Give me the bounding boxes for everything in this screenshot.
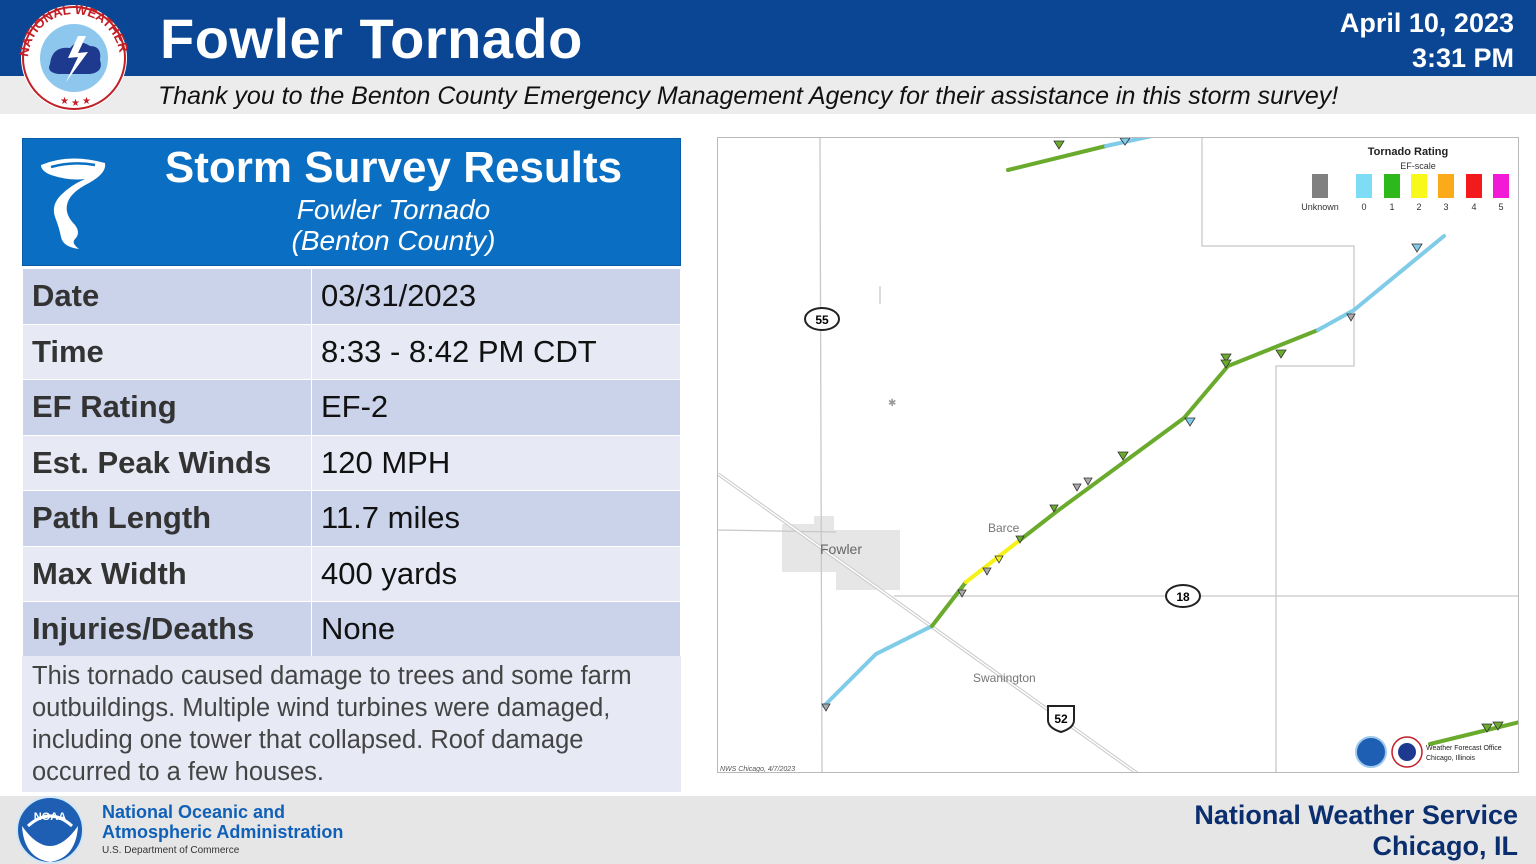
route-shield-18: 18 — [1165, 584, 1201, 608]
table-row: EF Rating EF-2 — [22, 379, 681, 436]
legend-subtitle: EF-scale — [1400, 161, 1436, 171]
acknowledgement-text: Thank you to the Benton County Emergency… — [158, 82, 1339, 110]
results-subtitle-name: Fowler Tornado — [296, 194, 491, 225]
row-label: Path Length — [22, 490, 312, 547]
table-row: Injuries/Deaths None — [22, 601, 681, 658]
legend-swatch-ef0 — [1356, 174, 1372, 198]
table-row: Est. Peak Winds 120 MPH — [22, 434, 681, 491]
table-row: Time 8:33 - 8:42 PM CDT — [22, 323, 681, 380]
legend-title: Tornado Rating — [1368, 146, 1448, 158]
legend-label-ef4: 4 — [1471, 202, 1476, 212]
legend-swatch-ef5 — [1493, 174, 1509, 198]
row-value: 400 yards — [311, 545, 681, 602]
legend-swatch-ef3 — [1438, 174, 1454, 198]
results-subtitle-county: (Benton County) — [291, 225, 496, 256]
legend-swatch-ef1 — [1384, 174, 1400, 198]
header-band — [0, 0, 1536, 76]
row-label: EF Rating — [22, 379, 312, 436]
roads-layer — [718, 138, 1518, 772]
legend-swatch-ef2 — [1411, 174, 1427, 198]
route-label-55: 55 — [815, 313, 829, 327]
office-label-line2: Chicago, Illinois — [1426, 755, 1476, 762]
small-marker-icon: ✱ — [888, 398, 896, 409]
subtitle-band — [0, 76, 1536, 114]
row-value: 11.7 miles — [311, 490, 681, 547]
legend-label-ef1: 1 — [1389, 202, 1394, 212]
row-label: Est. Peak Winds — [22, 434, 312, 491]
map-canvas: Fowler Barce Swanington ✱ 55 18 52 — [718, 138, 1518, 773]
row-label: Max Width — [22, 545, 312, 602]
table-row: Date 03/31/2023 — [22, 268, 681, 325]
noaa-logo-text: NOAA — [34, 811, 66, 823]
legend-label-ef5: 5 — [1498, 202, 1503, 212]
noaa-name-line1: National Oceanic and — [102, 802, 286, 822]
noaa-logo-icon: NOAA — [16, 796, 84, 864]
svg-text:★: ★ — [82, 96, 91, 107]
footer-band — [0, 796, 1536, 864]
map-legend: Tornado Rating EF-scale Unknown 0 1 2 3 … — [1301, 146, 1509, 212]
svg-text:★: ★ — [71, 98, 80, 109]
row-value: EF-2 — [311, 379, 681, 436]
header-datetime: April 10, 2023 3:31 PM — [1340, 6, 1514, 76]
fowler-town-area — [782, 516, 900, 590]
results-header: Storm Survey Results Fowler Tornado (Ben… — [22, 138, 681, 266]
place-label-fowler: Fowler — [820, 541, 862, 557]
map-credit: NWS Chicago, 4/7/2023 — [720, 766, 795, 773]
tornado-icon — [41, 158, 106, 249]
route-shield-55: 55 — [804, 307, 840, 331]
noaa-department: U.S. Department of Commerce — [102, 845, 240, 856]
page-title: Fowler Tornado — [160, 7, 583, 70]
table-row: Max Width 400 yards — [22, 545, 681, 602]
tornado-track — [822, 138, 1518, 746]
damage-point-markers — [821, 138, 1504, 733]
svg-text:★: ★ — [60, 96, 69, 107]
row-label: Injuries/Deaths — [22, 601, 312, 658]
table-row: Path Length 11.7 miles — [22, 490, 681, 547]
nws-office-line2: Chicago, IL — [1372, 831, 1518, 861]
legend-label-ef0: 0 — [1361, 202, 1366, 212]
noaa-small-logo-icon — [1355, 736, 1387, 768]
route-label-52: 52 — [1054, 712, 1068, 726]
row-label: Time — [22, 323, 312, 380]
noaa-name-line2: Atmospheric Administration — [102, 822, 344, 842]
row-value: 120 MPH — [311, 434, 681, 491]
tornado-track-map: Fowler Barce Swanington ✱ 55 18 52 — [717, 137, 1519, 773]
results-title: Storm Survey Results — [164, 143, 623, 192]
nws-office-line1: National Weather Service — [1194, 800, 1518, 830]
legend-swatch-unknown — [1312, 174, 1328, 198]
legend-swatch-ef4 — [1466, 174, 1482, 198]
nws-office: National Weather Service Chicago, IL — [1194, 800, 1518, 862]
row-value: 03/31/2023 — [311, 268, 681, 325]
legend-label-ef3: 3 — [1443, 202, 1448, 212]
row-label: Date — [22, 268, 312, 325]
route-label-18: 18 — [1176, 590, 1190, 604]
header-time: 3:31 PM — [1411, 43, 1514, 73]
damage-narrative: This tornado caused damage to trees and … — [22, 656, 681, 792]
route-shield-52: 52 — [1047, 705, 1075, 734]
legend-label-unknown: Unknown — [1301, 202, 1339, 212]
row-value: None — [311, 601, 681, 658]
noaa-name: National Oceanic and Atmospheric Adminis… — [102, 802, 343, 842]
place-label-swanington: Swanington — [973, 671, 1036, 685]
place-label-barce: Barce — [988, 521, 1020, 535]
nws-logo-icon: NATIONAL WEATHER SERVICE ★ ★ ★ — [14, 2, 132, 111]
office-label-line1: Weather Forecast Office — [1426, 745, 1502, 752]
results-table: Date 03/31/2023 Time 8:33 - 8:42 PM CDT … — [22, 268, 681, 658]
legend-label-ef2: 2 — [1416, 202, 1421, 212]
row-value: 8:33 - 8:42 PM CDT — [311, 323, 681, 380]
map-office-logos: Weather Forecast Office Chicago, Illinoi… — [1355, 736, 1502, 768]
header-date: April 10, 2023 — [1339, 8, 1514, 38]
